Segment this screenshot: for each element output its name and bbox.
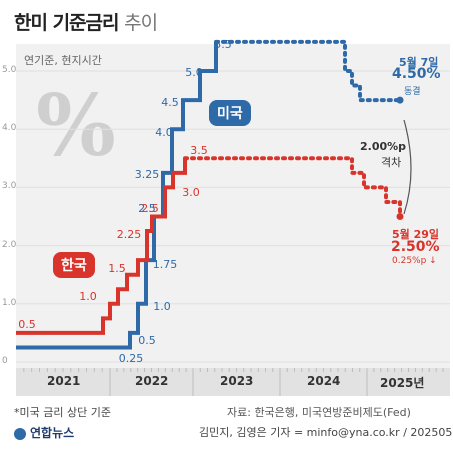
x-tick-label: 2021 <box>47 374 81 388</box>
kr-step-label: 0.5 <box>18 318 36 331</box>
us-step-label: 4.0 <box>155 126 173 139</box>
kr-step-label: 1.5 <box>108 262 126 275</box>
y-tick-label: 1.0 <box>2 297 17 308</box>
kr-latest-change: 0.25%p ↓ <box>392 256 437 266</box>
us-series-line-dotted <box>214 39 402 103</box>
gap-bracket <box>403 119 412 215</box>
us-series-end-point <box>396 96 404 104</box>
kr-step-label: 3.5 <box>190 144 208 157</box>
us-step-label: 3.25 <box>134 168 160 181</box>
kr-latest-date: 5월 29일 <box>392 228 440 241</box>
us-step-label: 5.0 <box>185 66 203 79</box>
y-tick-label: 4.0 <box>2 123 17 134</box>
logo-text: 연합뉴스 <box>30 426 75 440</box>
credit-text: 김민지, 김영은 기자 = minfo@yna.co.kr / 20250529 <box>199 426 453 439</box>
percent-icon: % <box>36 76 116 175</box>
us-step-label: 0.5 <box>138 334 156 347</box>
kr-series-label: 한국 <box>53 252 95 278</box>
x-tick-label: 2024 <box>307 374 341 388</box>
us-latest-date: 5월 7일 <box>399 56 439 69</box>
rate-gap-value: 2.00%p <box>360 140 407 153</box>
rate-gap-label: 격차 <box>381 156 402 169</box>
us-step-label: 0.25 <box>118 352 144 365</box>
us-series-label: 미국 <box>209 100 251 126</box>
kr-series-line-solid <box>16 158 187 335</box>
us-step-label: 1.0 <box>153 300 171 313</box>
us-step-label: 4.5 <box>161 96 179 109</box>
kr-step-label: 2.25 <box>116 228 142 241</box>
y-tick-label: 0 <box>2 356 8 366</box>
us-latest-status: 동결 <box>404 87 421 97</box>
us-step-label: 1.75 <box>152 258 178 271</box>
kr-step-label: 3.0 <box>182 186 200 199</box>
x-tick-label: 2025년 <box>380 376 425 390</box>
y-tick-label: 2.0 <box>2 239 17 250</box>
logo-icon <box>14 427 26 440</box>
logo: 연합뉴스 <box>14 424 74 441</box>
x-axis-band <box>16 368 450 396</box>
y-tick-label: 5.0 <box>2 65 17 75</box>
kr-latest-rate: 2.50% <box>391 239 440 255</box>
y-tick-label: 3.0 <box>2 181 17 192</box>
chart-note: 연기준, 현지시간 <box>24 54 102 67</box>
kr-series-end-point <box>396 213 404 220</box>
us-step-label: 2.5 <box>138 202 156 215</box>
footnote: *미국 금리 상단 기준 <box>14 406 111 419</box>
x-tick-label: 2023 <box>220 374 254 388</box>
page-subtitle: 추이 <box>124 12 158 34</box>
kr-step-label: 2.5 <box>141 202 159 215</box>
x-tick-label: 2022 <box>135 374 169 388</box>
kr-series-line-dotted <box>183 156 402 219</box>
us-latest-rate: 4.50% <box>392 66 441 82</box>
kr-step-label: 1.0 <box>79 290 97 303</box>
source-text: 자료: 한국은행, 미국연방준비제도(Fed) <box>227 406 411 419</box>
page-title: 한미 기준금리 추이 <box>14 12 158 34</box>
us-step-label: 5.5 <box>214 38 232 51</box>
